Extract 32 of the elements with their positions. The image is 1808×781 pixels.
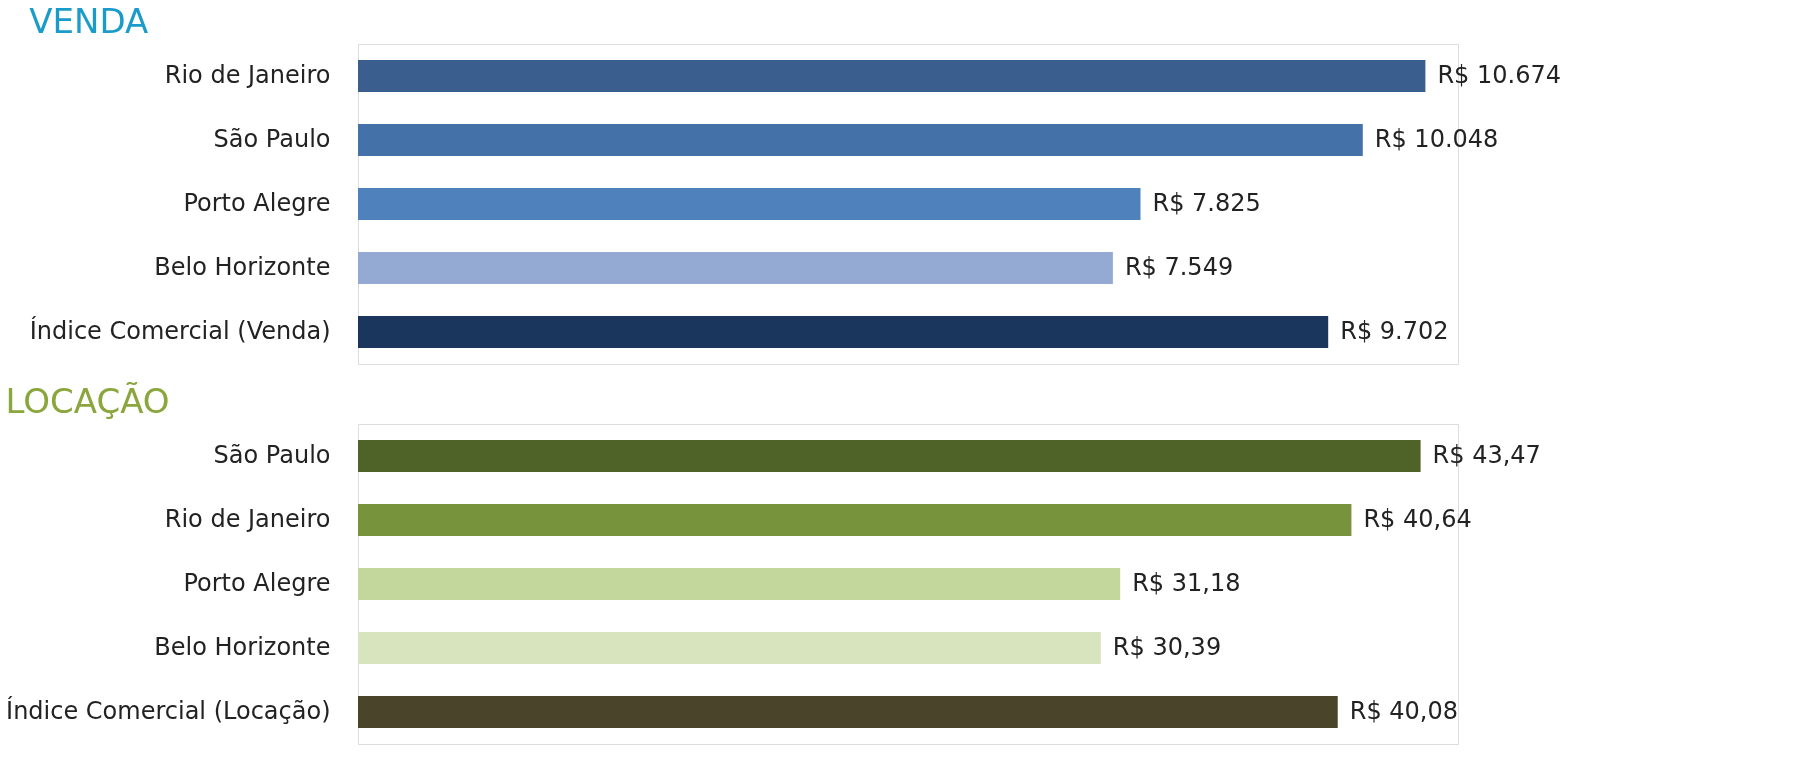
data-label: R$ 10.048	[1374, 125, 1499, 153]
y-tick-label: Rio de Janeiro	[164, 505, 331, 533]
chart-title: VENDA	[29, 1, 149, 41]
data-label: R$ 30,39	[1112, 633, 1222, 661]
bar	[358, 316, 1329, 348]
bar	[358, 696, 1338, 728]
data-label: R$ 40,08	[1349, 697, 1459, 725]
data-label: R$ 40,64	[1363, 505, 1472, 533]
bar	[358, 632, 1101, 664]
y-tick-label: São Paulo	[213, 125, 331, 153]
bar	[358, 188, 1141, 220]
y-tick-label: Índice Comercial (Locação)	[6, 696, 331, 725]
bar	[358, 252, 1113, 284]
data-label: R$ 7.825	[1152, 189, 1261, 217]
data-label: R$ 31,18	[1132, 569, 1241, 597]
bar	[358, 60, 1426, 92]
bar	[358, 440, 1421, 472]
bar	[358, 568, 1121, 600]
data-label: R$ 10.674	[1437, 61, 1561, 89]
chart-title: LOCAÇÃO	[5, 381, 170, 421]
bar	[358, 504, 1352, 536]
data-label: R$ 9.702	[1340, 317, 1449, 345]
bar	[358, 124, 1363, 156]
data-label: R$ 43,47	[1432, 441, 1541, 469]
y-tick-label: Índice Comercial (Venda)	[29, 316, 331, 345]
y-tick-label: Rio de Janeiro	[164, 61, 331, 89]
y-tick-label: São Paulo	[213, 441, 331, 469]
y-tick-label: Porto Alegre	[183, 569, 331, 597]
y-tick-label: Porto Alegre	[183, 189, 331, 217]
y-tick-label: Belo Horizonte	[154, 633, 331, 661]
data-label: R$ 7.549	[1124, 253, 1234, 281]
y-tick-label: Belo Horizonte	[154, 253, 331, 281]
